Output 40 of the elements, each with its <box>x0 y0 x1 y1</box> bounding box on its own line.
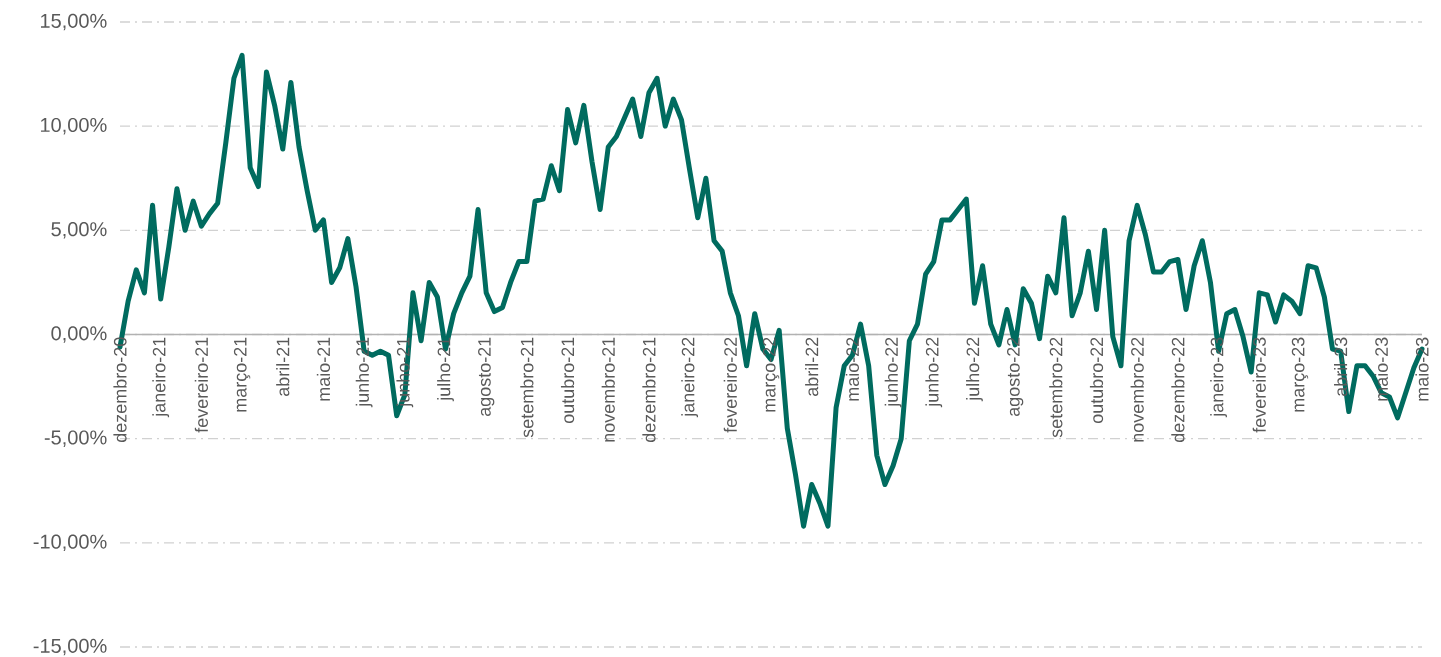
x-tick-label: novembro-22 <box>1130 337 1144 442</box>
x-tick-label: fevereiro-23 <box>1252 337 1266 433</box>
x-tick-label: novembro-21 <box>601 337 615 442</box>
x-tick-label: maio-22 <box>845 337 859 401</box>
x-tick-label: setembro-21 <box>520 337 534 438</box>
x-tick-label: dezembro-20 <box>113 337 127 443</box>
x-tick-label: janeiro-23 <box>1210 337 1227 418</box>
x-tick-label: julho-21 <box>437 337 454 402</box>
y-tick-label: 10,00% <box>40 117 107 135</box>
x-tick-label: junho-21 <box>396 337 414 408</box>
x-tick-label: janeiro-22 <box>681 337 699 418</box>
x-tick-label: outubro-21 <box>560 337 575 424</box>
x-tick-label: fevereiro-21 <box>194 337 208 433</box>
x-tick-label: maio-23 <box>1374 337 1388 401</box>
x-tick-label: julho-22 <box>966 337 983 402</box>
x-tick-label: setembro-22 <box>1049 337 1063 438</box>
x-tick-label: março-22 <box>762 337 780 412</box>
x-tick-label: junho-22 <box>884 337 902 408</box>
x-tick-label: abril-22 <box>805 337 819 397</box>
y-tick-label: -10,00% <box>33 534 107 552</box>
x-tick-label: agosto-22 <box>1006 337 1024 417</box>
x-tick-label: junho-22 <box>925 337 943 408</box>
y-tick-label: -15,00% <box>33 638 107 656</box>
x-tick-label: abril-23 <box>1334 337 1348 397</box>
x-tick-label: fevereiro-22 <box>723 337 737 433</box>
x-tick-label: maio-21 <box>316 337 331 401</box>
x-tick-label: dezembro-22 <box>1171 337 1185 443</box>
x-tick-label: agosto-21 <box>478 337 495 417</box>
x-tick-label: março-21 <box>233 337 251 412</box>
y-tick-label: 5,00% <box>51 222 107 239</box>
x-tick-label: dezembro-21 <box>642 337 656 443</box>
x-tick-label: outubro-22 <box>1089 337 1104 424</box>
x-tick-label: abril-21 <box>276 337 290 397</box>
y-tick-label: -5,00% <box>44 430 107 447</box>
x-tick-label: março-23 <box>1291 337 1309 412</box>
x-tick-label: maio-23 <box>1415 337 1429 401</box>
x-tick-label: janeiro-21 <box>152 337 170 418</box>
x-tick-label: junho-21 <box>355 337 373 408</box>
y-tick-label: 0,00% <box>51 326 107 343</box>
y-tick-label: 15,00% <box>40 13 107 31</box>
